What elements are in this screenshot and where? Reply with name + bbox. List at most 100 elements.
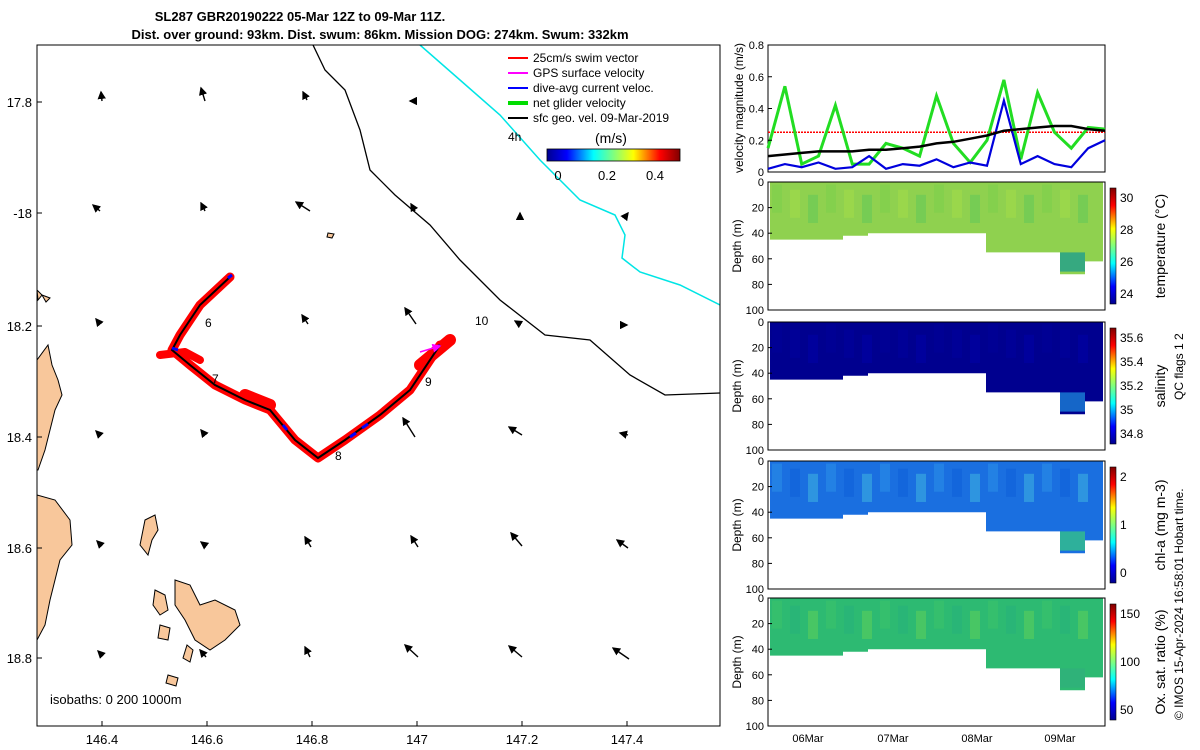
title-line-2: Dist. over ground: 93km. Dist. swum: 86k… [131, 27, 629, 42]
map-xtick-label: 146.4 [86, 732, 119, 747]
time-tick-label: 07Mar [877, 733, 909, 745]
section-texture [898, 189, 908, 218]
time-tick-label: 09Mar [1044, 733, 1076, 745]
time-tick-label: 08Mar [961, 733, 993, 745]
section-texture [862, 194, 872, 223]
section-axes-frame [767, 597, 1106, 727]
section-texture [1024, 473, 1034, 502]
coastline-cyan [419, 45, 720, 306]
section-texture [934, 463, 944, 492]
section-ylabel: Depth (m) [730, 635, 744, 688]
section-texture [1006, 329, 1016, 358]
colorbar-tick-label: 34.8 [1120, 427, 1144, 441]
depth-tick-label: 20 [752, 203, 764, 215]
colorbar-tick-label: 1 [1120, 518, 1127, 532]
section-texture [862, 334, 872, 363]
depth-tick-label: 60 [752, 394, 764, 406]
section-texture [826, 600, 836, 629]
depth-tick-label: 100 [746, 584, 764, 596]
section-deep-feature [1060, 668, 1085, 688]
colorbar-tick-label: 0 [554, 168, 561, 183]
land-masses [37, 232, 335, 687]
map-y-axis: 17.8 -18 18.2 18.4 18.6 18.8 [7, 95, 42, 666]
depth-tick-label: 80 [752, 279, 764, 291]
depth-tick-label: 0 [758, 177, 764, 189]
section-texture [808, 334, 818, 363]
section-texture [844, 468, 854, 497]
section-panel: 0 20 40 60 80 100 Depth (m) 24 26 28 30 temperature… [730, 177, 1168, 317]
section-texture [898, 468, 908, 497]
depth-tick-label: 100 [746, 305, 764, 317]
section-panel: 0 20 40 60 80 100 Depth (m) 50 100 150 Ox. sat. ra… [730, 593, 1168, 733]
map-ytick-label: 18.6 [7, 541, 32, 556]
colorbar-tick-label: 35.6 [1120, 331, 1144, 345]
velocity-ytick-label: 0.2 [749, 135, 764, 147]
map-ytick-label: 18.8 [7, 651, 32, 666]
section-texture [970, 194, 980, 223]
track-label-6: 6 [205, 316, 212, 330]
gps-surface-velocity-arrow [419, 343, 442, 353]
section-ylabel: Depth (m) [730, 359, 744, 412]
section-texture [898, 605, 908, 634]
legend-item-label: GPS surface velocity [533, 66, 644, 80]
section-texture [988, 324, 998, 353]
section-texture [862, 610, 872, 639]
legend-item-label: 25cm/s swim vector [533, 51, 638, 65]
section-ylabel: Depth (m) [730, 498, 744, 551]
section-texture [880, 600, 890, 629]
map-xtick-label: 147.4 [611, 732, 644, 747]
track-label-10: 10 [475, 314, 489, 328]
section-texture [1060, 605, 1070, 634]
section-texture [988, 463, 998, 492]
depth-tick-label: 20 [752, 482, 764, 494]
section-axes-frame [767, 321, 1106, 451]
section-colorbar [1109, 466, 1117, 584]
section-texture [844, 329, 854, 358]
section-texture [952, 605, 962, 634]
isobaths-label: isobaths: 0 200 1000m [50, 692, 182, 707]
credit-text: © IMOS 15-Apr-2024 16:58:01 Hobart time. [1172, 488, 1186, 720]
section-texture [808, 194, 818, 223]
section-deep-feature [1060, 531, 1085, 551]
section-texture [808, 473, 818, 502]
section-texture [898, 329, 908, 358]
section-texture [826, 324, 836, 353]
section-texture [970, 334, 980, 363]
section-axes-frame [767, 460, 1106, 590]
section-colorbar-label: salinity [1152, 365, 1168, 408]
section-texture [880, 184, 890, 213]
map-xtick-label: 146.6 [191, 732, 224, 747]
section-texture [988, 600, 998, 629]
section-colorbar [1109, 187, 1117, 305]
section-texture [1006, 468, 1016, 497]
section-axes-frame [767, 181, 1106, 311]
map-xtick-label: 147 [406, 732, 428, 747]
depth-tick-label: 40 [752, 228, 764, 240]
depth-tick-label: 80 [752, 419, 764, 431]
section-texture [952, 468, 962, 497]
section-texture [952, 189, 962, 218]
section-texture [916, 610, 926, 639]
velocity-ytick-label: 0.4 [749, 104, 764, 116]
section-texture [1006, 189, 1016, 218]
depth-tick-label: 0 [758, 317, 764, 329]
colorbar-tick-label: 150 [1120, 607, 1140, 621]
section-texture [1042, 184, 1052, 213]
section-texture [1006, 605, 1016, 634]
map-ytick-label: -18 [13, 206, 32, 221]
colorbar-tick-label: 30 [1120, 191, 1134, 205]
section-texture [1078, 473, 1088, 502]
map-panel: 6 7 8 9 10 146.4 146.6 146.8 147 147.2 147.4 … [7, 44, 721, 747]
velocity-series-line [766, 79, 1106, 167]
surface-velocity-field [91, 86, 630, 660]
section-texture [970, 610, 980, 639]
section-colorbar [1109, 603, 1117, 721]
glider-track [170, 276, 441, 460]
depth-tick-label: 20 [752, 343, 764, 355]
section-texture [772, 324, 782, 353]
section-texture [880, 324, 890, 353]
section-deep-feature [1060, 252, 1085, 272]
legend-4h-label: 4h [508, 130, 521, 144]
